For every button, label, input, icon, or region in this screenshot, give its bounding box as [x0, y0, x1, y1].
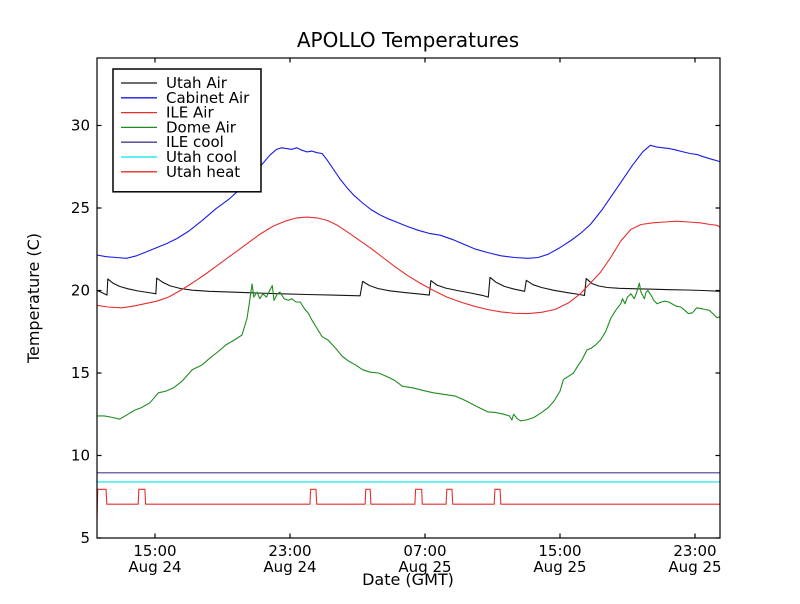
ticks-group [97, 58, 720, 539]
y-axis-label: Temperature (C) [24, 233, 43, 364]
plot-border [96, 57, 721, 539]
x-tick-label-date: Aug 25 [668, 558, 721, 576]
legend-label-utah-cool: Utah cool [166, 148, 237, 166]
series-line-utah-heat [97, 488, 720, 522]
series-line-ile-air [97, 216, 720, 315]
x-tick-label-time: 15:00 [133, 542, 176, 560]
y-tick-label: 25 [71, 199, 90, 217]
legend-label-utah-air: Utah Air [166, 74, 228, 92]
legend-label-ile-air: ILE Air [166, 104, 214, 122]
y-tick-label: 30 [71, 117, 90, 135]
legend-label-dome-air: Dome Air [166, 118, 237, 136]
series-line-cabinet-air [97, 144, 720, 259]
series-line-dome-air [97, 282, 720, 422]
y-tick-label: 15 [71, 364, 90, 382]
y-tick-label: 10 [71, 447, 90, 465]
x-tick-label-date: Aug 25 [533, 558, 586, 576]
legend-label-ile-cool: ILE cool [166, 133, 224, 151]
x-tick-label-time: 23:00 [673, 542, 716, 560]
y-tick-label: 5 [80, 529, 90, 547]
x-tick-label-date: Aug 24 [128, 558, 181, 576]
chart-title: APOLLO Temperatures [297, 28, 519, 52]
y-tick-label: 20 [71, 282, 90, 300]
x-axis-label: Date (GMT) [362, 570, 454, 589]
legend-label-utah-heat: Utah heat [166, 163, 240, 181]
x-tick-label-date: Aug 24 [263, 558, 316, 576]
x-tick-label-time: 15:00 [538, 542, 581, 560]
series-group [97, 144, 720, 522]
x-tick-label-date: Aug 25 [398, 558, 451, 576]
x-tick-label-time: 07:00 [403, 542, 446, 560]
legend-label-cabinet-air: Cabinet Air [166, 89, 250, 107]
series-line-utah-air [97, 276, 720, 298]
x-tick-label-time: 23:00 [268, 542, 311, 560]
